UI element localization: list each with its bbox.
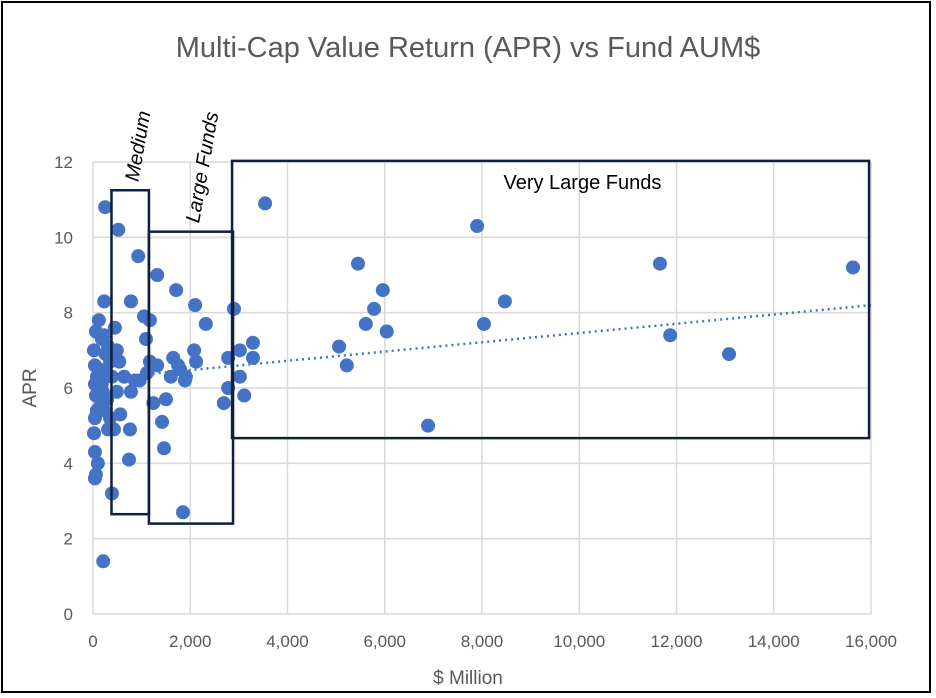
data-point	[237, 388, 252, 403]
data-point	[375, 283, 390, 298]
data-point	[421, 418, 436, 433]
data-point	[158, 392, 173, 407]
data-point	[652, 256, 667, 271]
data-point	[846, 260, 861, 275]
data-point	[470, 219, 485, 234]
x-tick-label: 16,000	[845, 632, 897, 651]
data-point	[139, 365, 154, 380]
data-point	[722, 347, 737, 362]
data-point	[97, 294, 112, 309]
y-tick-label: 10	[54, 228, 73, 247]
data-point	[245, 350, 260, 365]
data-point	[232, 343, 247, 358]
data-point	[339, 358, 354, 373]
data-point	[232, 369, 247, 384]
data-point	[86, 343, 101, 358]
data-point	[109, 384, 124, 399]
data-point	[98, 200, 113, 215]
x-tick-label: 8,000	[461, 632, 504, 651]
data-point	[112, 354, 127, 369]
data-point	[106, 422, 121, 437]
data-point	[95, 384, 110, 399]
data-point	[139, 332, 154, 347]
annotation-label: Very Large Funds	[503, 172, 661, 194]
data-point	[123, 294, 138, 309]
y-tick-label: 12	[54, 153, 73, 172]
annotation-boxes: Medium Large Funds Very Large Funds	[110, 109, 871, 525]
y-tick-label: 8	[64, 304, 73, 323]
data-point	[113, 407, 128, 422]
data-point	[122, 422, 137, 437]
data-point	[121, 452, 136, 467]
x-tick-label: 4,000	[266, 632, 309, 651]
data-point	[96, 554, 111, 569]
data-point	[150, 358, 165, 373]
data-point	[177, 373, 192, 388]
x-tick-label: 14,000	[748, 632, 800, 651]
y-tick-label: 6	[64, 379, 73, 398]
x-tick-label: 2,000	[169, 632, 212, 651]
trendline	[92, 303, 872, 381]
data-point	[258, 196, 273, 211]
data-point	[497, 294, 512, 309]
data-point	[90, 456, 105, 471]
data-point	[156, 441, 171, 456]
data-point	[131, 249, 146, 264]
data-point	[379, 324, 394, 339]
x-tick-label: 10,000	[553, 632, 605, 651]
data-point	[117, 369, 132, 384]
y-tick-label: 0	[64, 605, 73, 624]
x-tick-label: 0	[88, 632, 97, 651]
data-point	[358, 316, 373, 331]
data-point	[87, 445, 102, 460]
data-point	[188, 298, 203, 313]
data-point	[332, 339, 347, 354]
tick-labels: 0 2,000 4,000 6,000 8,000 10,000 12,000 14,000 1…	[54, 153, 897, 651]
data-point	[111, 222, 126, 237]
y-axis-label: APR	[20, 368, 41, 407]
x-axis-label: $ Million	[433, 668, 503, 689]
annotation-label: Large Funds	[182, 110, 223, 224]
data-point	[109, 343, 124, 358]
x-tick-label: 12,000	[651, 632, 703, 651]
data-point	[367, 301, 382, 316]
data-point	[155, 414, 170, 429]
data-point	[92, 399, 107, 414]
data-point	[98, 347, 113, 362]
data-point	[169, 283, 184, 298]
data-point	[150, 268, 165, 282]
data-point	[171, 358, 186, 373]
data-point	[93, 373, 108, 388]
data-point	[94, 332, 109, 347]
annotation-label: Medium	[121, 109, 155, 183]
chart-title: Multi-Cap Value Return (APR) vs Fund AUM…	[176, 32, 761, 64]
data-point	[351, 256, 366, 271]
data-point	[107, 320, 122, 335]
data-point	[88, 467, 103, 482]
data-point	[123, 384, 138, 399]
data-point	[175, 505, 190, 520]
data-point	[163, 369, 178, 384]
y-tick-label: 4	[64, 454, 73, 473]
annotation-box	[230, 159, 871, 440]
data-point	[187, 343, 202, 358]
data-point	[91, 313, 106, 328]
x-tick-label: 6,000	[363, 632, 406, 651]
data-point	[476, 316, 491, 331]
y-tick-label: 2	[64, 530, 73, 549]
data-point	[245, 335, 260, 350]
data-point	[189, 354, 204, 369]
data-point	[198, 316, 213, 331]
data-point	[91, 362, 106, 377]
trendline-path	[92, 303, 872, 381]
data-points	[86, 196, 861, 569]
data-point	[216, 396, 231, 411]
data-point	[86, 426, 101, 441]
data-point	[663, 328, 678, 343]
